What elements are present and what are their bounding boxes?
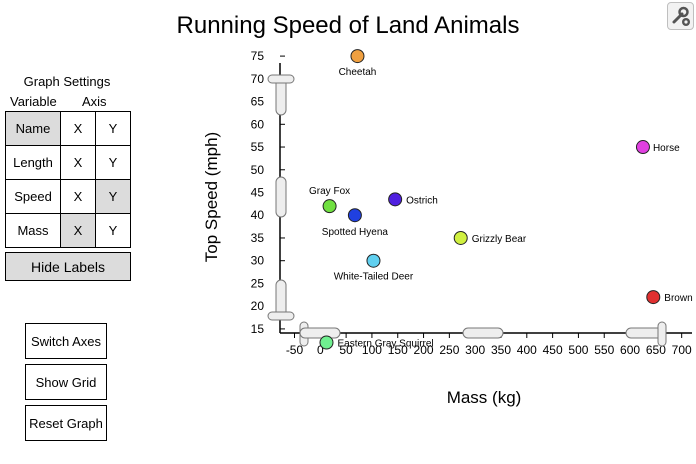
y-tick-label: 60 bbox=[251, 117, 265, 131]
point-label: Horse bbox=[653, 143, 680, 154]
x-tick-label: 400 bbox=[517, 343, 537, 357]
data-point[interactable] bbox=[635, 140, 650, 155]
data-point[interactable] bbox=[453, 230, 468, 245]
settings-tool-button[interactable] bbox=[667, 2, 694, 30]
x-tick-label: 0 bbox=[317, 343, 324, 357]
graph-settings-title: Graph Settings bbox=[23, 74, 111, 89]
x-tick-label: -50 bbox=[286, 343, 304, 357]
graph-settings-table: Name X Y Length X Y Speed X Y Mass X Y bbox=[5, 111, 131, 248]
name-x-cell[interactable]: X bbox=[60, 111, 96, 146]
y-axis-pan-handle[interactable] bbox=[275, 176, 287, 218]
show-grid-button[interactable]: Show Grid bbox=[25, 364, 107, 400]
data-point[interactable] bbox=[347, 208, 362, 223]
x-tick-label: 150 bbox=[388, 343, 408, 357]
x-tick-label: 450 bbox=[543, 343, 563, 357]
y-tick-label: 25 bbox=[251, 276, 265, 290]
x-tick-label: 250 bbox=[439, 343, 459, 357]
mass-y-cell[interactable]: Y bbox=[95, 213, 131, 248]
data-point[interactable] bbox=[646, 290, 661, 305]
y-tick-label: 50 bbox=[251, 163, 265, 177]
variable-column-header: Variable bbox=[10, 94, 57, 109]
switch-axes-button[interactable]: Switch Axes bbox=[25, 323, 107, 359]
y-tick-label: 35 bbox=[251, 231, 265, 245]
y-tick-label: 20 bbox=[251, 299, 265, 313]
y-tick-label: 45 bbox=[251, 186, 265, 200]
y-axis-label[interactable]: Top Speed (mph) bbox=[202, 132, 221, 262]
variable-speed-cell[interactable]: Speed bbox=[5, 179, 61, 214]
y-tick-label: 55 bbox=[251, 140, 265, 154]
x-tick-label: 100 bbox=[362, 343, 382, 357]
data-points: Cheetah Horse Gray Fox Ostrich Spotted Hyena… bbox=[309, 49, 696, 350]
mass-x-cell[interactable]: X bbox=[60, 213, 96, 248]
x-tick-label: 650 bbox=[646, 343, 666, 357]
x-tick-label: 500 bbox=[568, 343, 588, 357]
axis-column-header: Axis bbox=[82, 94, 107, 109]
y-tick-label: 30 bbox=[251, 254, 265, 268]
data-point[interactable] bbox=[319, 335, 334, 350]
y-axis-max-grip[interactable] bbox=[267, 74, 295, 84]
point-label: Gray Fox bbox=[309, 186, 350, 197]
x-axis-label[interactable]: Mass (kg) bbox=[447, 388, 522, 407]
x-tick-label: 350 bbox=[491, 343, 511, 357]
point-label: Grizzly Bear bbox=[472, 234, 527, 245]
variable-length-cell[interactable]: Length bbox=[5, 145, 61, 180]
plot-axes bbox=[279, 63, 692, 334]
variable-mass-cell[interactable]: Mass bbox=[5, 213, 61, 248]
y-tick-label: 75 bbox=[251, 49, 265, 63]
y-ticks: 15 20 25 30 35 40 45 50 55 60 65 70 75 bbox=[251, 49, 285, 336]
hide-labels-button[interactable]: Hide Labels bbox=[5, 252, 131, 281]
y-axis-min-grip[interactable] bbox=[267, 311, 295, 321]
data-point[interactable] bbox=[322, 199, 337, 214]
x-ticks: -50 0 50 100 150 200 250 300 350 400 450 500 550 600 6… bbox=[286, 333, 692, 357]
variable-row-name: Name X Y bbox=[5, 111, 131, 146]
variable-row-mass: Mass X Y bbox=[5, 213, 131, 248]
data-point[interactable] bbox=[350, 49, 365, 64]
variable-row-speed: Speed X Y bbox=[5, 179, 131, 214]
length-x-cell[interactable]: X bbox=[60, 145, 96, 180]
x-tick-label: 300 bbox=[465, 343, 485, 357]
y-tick-label: 65 bbox=[251, 95, 265, 109]
point-label: Brown Bear bbox=[664, 293, 696, 304]
x-axis-pan-handle[interactable] bbox=[462, 327, 504, 339]
x-tick-label: 200 bbox=[414, 343, 434, 357]
y-tick-label: 15 bbox=[251, 322, 265, 336]
point-label: Eastern Gray Squirrel bbox=[337, 339, 433, 350]
point-label: Ostrich bbox=[406, 195, 438, 206]
point-label: Spotted Hyena bbox=[322, 227, 389, 238]
y-tick-label: 40 bbox=[251, 208, 265, 222]
x-axis-max-grip[interactable] bbox=[657, 321, 667, 347]
data-point[interactable] bbox=[366, 253, 381, 268]
x-axis-min-handle[interactable] bbox=[299, 327, 341, 339]
y-tick-label: 70 bbox=[251, 72, 265, 86]
x-tick-label: 700 bbox=[672, 343, 692, 357]
page-title: Running Speed of Land Animals bbox=[176, 12, 520, 39]
x-tick-label: 550 bbox=[594, 343, 614, 357]
x-tick-label: 600 bbox=[620, 343, 640, 357]
x-tick-label: 50 bbox=[339, 343, 353, 357]
variable-row-length: Length X Y bbox=[5, 145, 131, 180]
reset-graph-button[interactable]: Reset Graph bbox=[25, 405, 107, 441]
speed-y-cell[interactable]: Y bbox=[95, 179, 131, 214]
data-point[interactable] bbox=[388, 192, 403, 207]
wrench-gear-icon bbox=[672, 6, 690, 26]
point-label: White-Tailed Deer bbox=[334, 272, 414, 283]
point-label: Cheetah bbox=[339, 67, 377, 78]
